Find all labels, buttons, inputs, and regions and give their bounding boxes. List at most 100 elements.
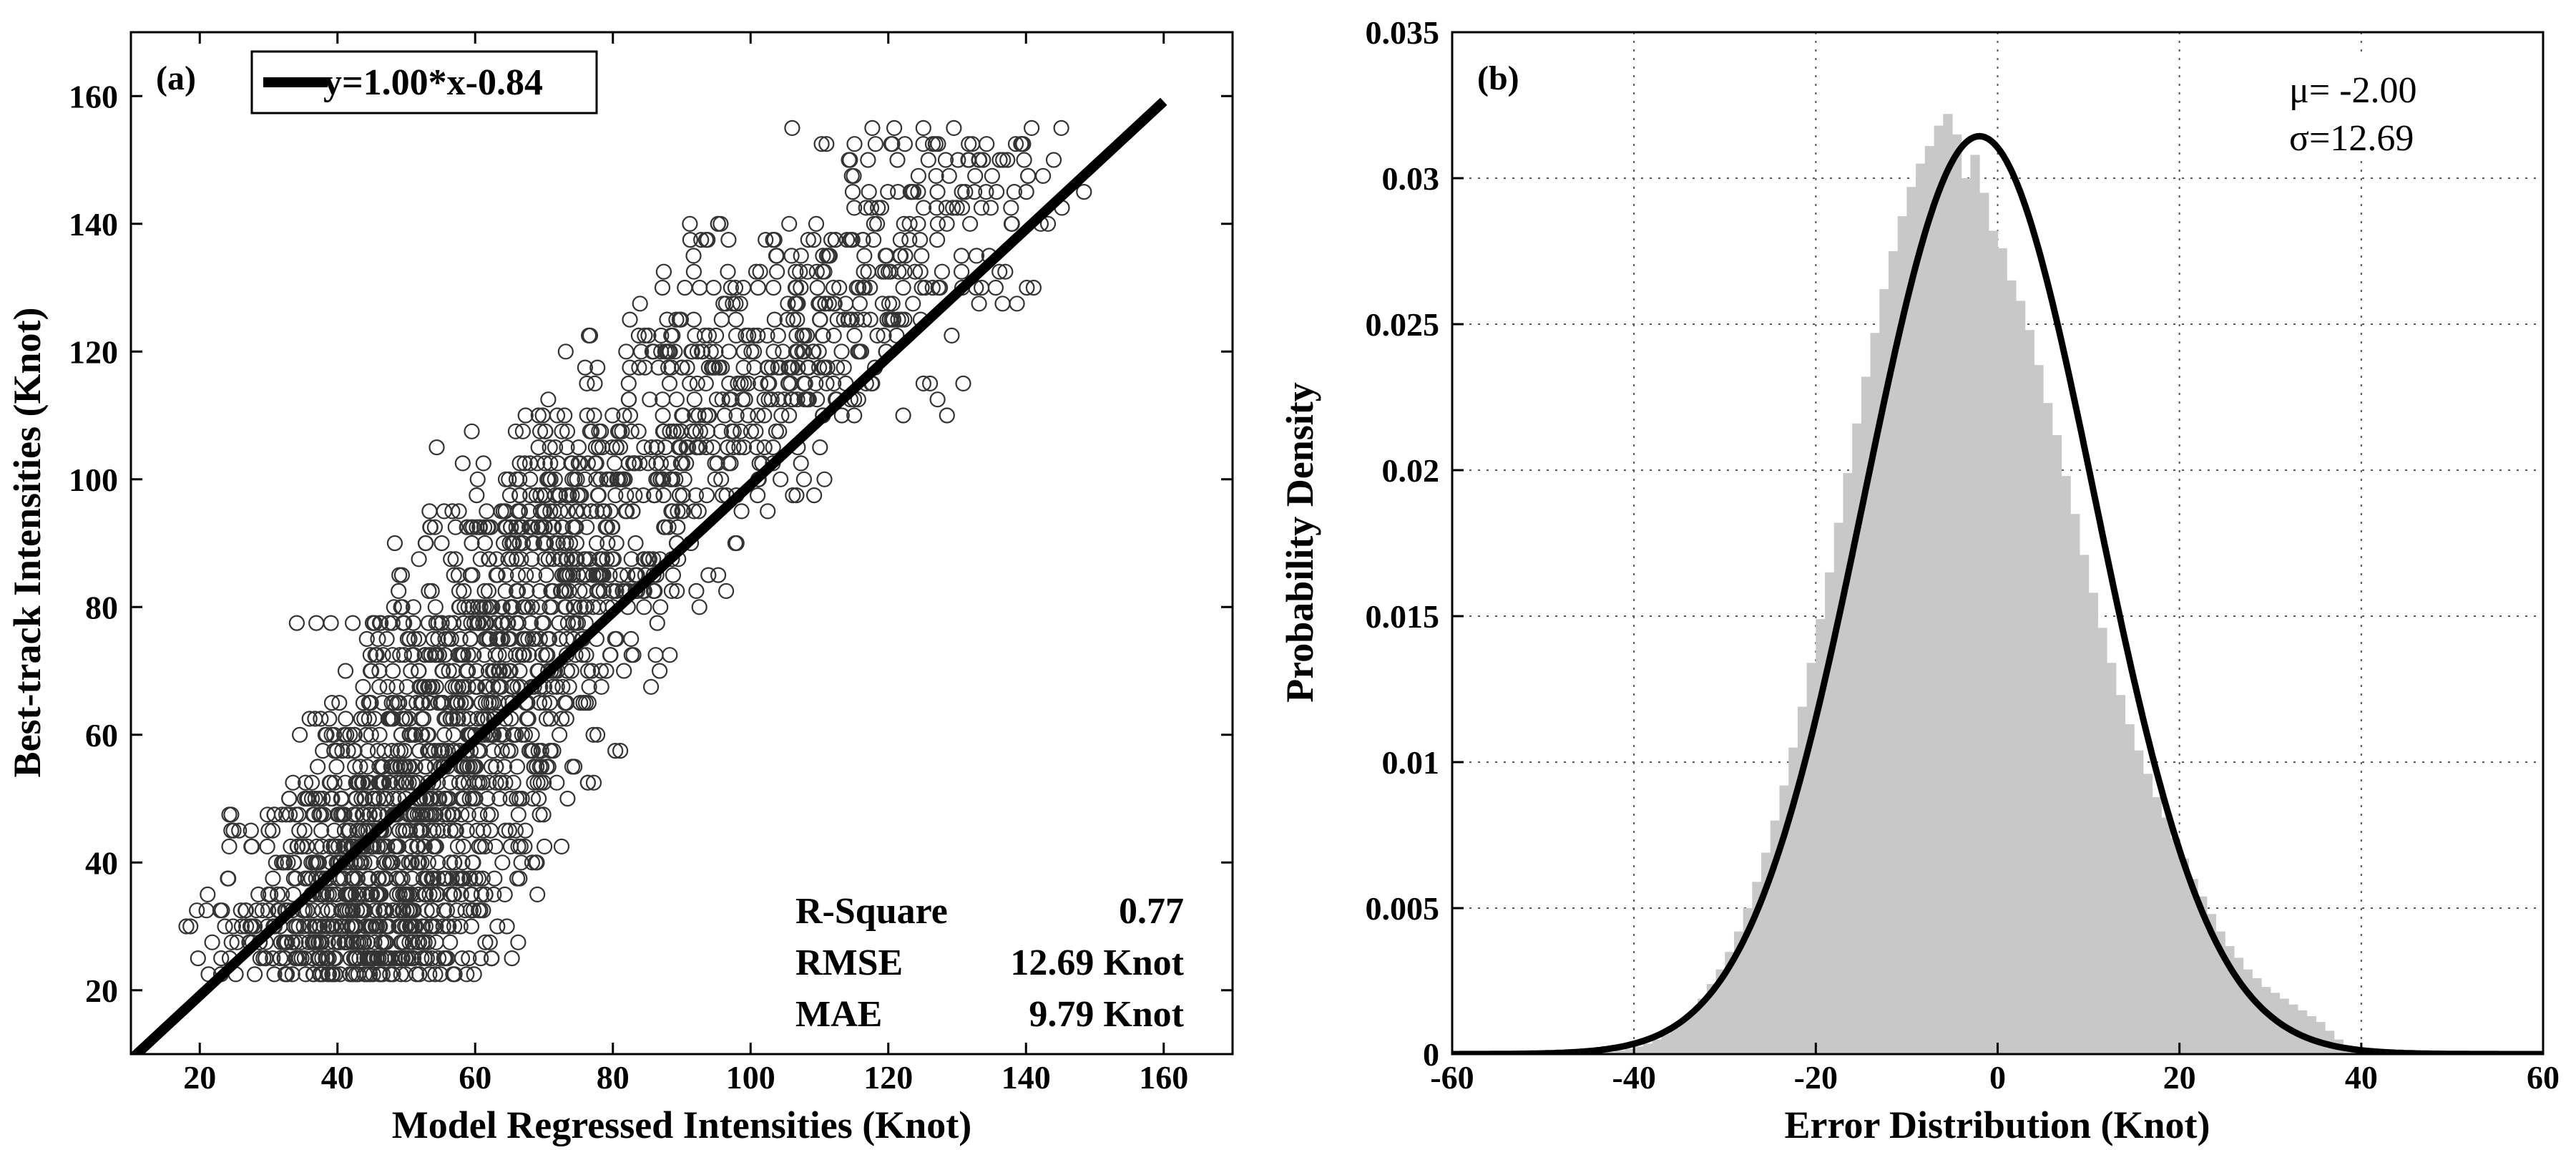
- histogram-bar: [1979, 193, 1989, 1054]
- scatter-point: [446, 918, 463, 935]
- scatter-point: [266, 807, 283, 823]
- scatter-point: [468, 678, 484, 695]
- scatter-point: [567, 599, 583, 615]
- scatter-point: [620, 455, 637, 472]
- scatter-point: [881, 311, 898, 328]
- scatter-point: [880, 263, 897, 280]
- scatter-point: [430, 790, 446, 807]
- scatter-point: [708, 391, 725, 408]
- histogram-bar: [1752, 882, 1762, 1054]
- scatter-point: [288, 950, 304, 967]
- scatter-point: [426, 822, 442, 839]
- scatter-point: [891, 248, 909, 264]
- scatter-point: [975, 152, 991, 168]
- scatter-point: [668, 391, 685, 408]
- scatter-point: [442, 854, 459, 871]
- scatter-point: [779, 311, 795, 328]
- scatter-point: [842, 152, 858, 168]
- scatter-point: [604, 407, 621, 424]
- scatter-point: [524, 551, 540, 567]
- scatter-point: [577, 615, 594, 631]
- scatter-point: [221, 838, 237, 855]
- histogram-bar: [2079, 555, 2090, 1054]
- scatter-point: [182, 918, 199, 935]
- scatter-point: [529, 759, 545, 775]
- scatter-point: [421, 742, 437, 759]
- scatter-point: [391, 822, 408, 839]
- scatter-point: [748, 263, 765, 280]
- histogram-bar: [2306, 1015, 2316, 1054]
- scatter-point: [929, 232, 946, 248]
- histogram-bar: [1924, 146, 1935, 1054]
- scatter-point: [359, 934, 376, 950]
- scatter-point: [750, 279, 766, 296]
- scatter-point: [361, 694, 378, 711]
- scatter-point: [484, 663, 501, 679]
- scatter-point: [750, 407, 766, 424]
- scatter-point: [469, 471, 486, 487]
- scatter-point: [292, 726, 308, 743]
- scatter-point: [334, 742, 351, 759]
- scatter-point: [517, 407, 534, 424]
- scatter-point: [856, 279, 873, 296]
- stat-name-mae: MAE: [795, 994, 882, 1035]
- scatter-point: [425, 870, 442, 887]
- scatter-point: [799, 263, 816, 280]
- scatter-point: [552, 551, 569, 567]
- scatter-point: [471, 774, 488, 791]
- y-tick-label-b: 0.035: [1366, 14, 1440, 51]
- scatter-point: [322, 838, 338, 855]
- scatter-point: [564, 567, 582, 583]
- scatter-point: [790, 359, 806, 376]
- scatter-point: [672, 439, 689, 456]
- histogram-bar: [1715, 969, 1725, 1054]
- y-axis-ticks-a: 20 40 60 80 100 120 140 160: [69, 78, 1233, 1009]
- scatter-point: [530, 439, 547, 456]
- scatter-point: [456, 599, 473, 615]
- scatter-point: [265, 950, 281, 967]
- scatter-point: [689, 343, 706, 360]
- histogram-bar: [1634, 1046, 1644, 1054]
- scatter-point: [459, 966, 475, 983]
- scatter-point: [789, 311, 805, 328]
- scatter-point: [406, 726, 423, 743]
- scatter-point: [766, 311, 783, 328]
- scatter-point: [590, 487, 607, 504]
- scatter-point: [213, 950, 230, 967]
- y-axis-label-b: Probability Density: [1278, 382, 1321, 703]
- scatter-point: [355, 774, 371, 791]
- scatter-point: [554, 567, 571, 583]
- scatter-point: [460, 774, 477, 791]
- scatter-point: [868, 215, 886, 232]
- scatter-point: [403, 838, 420, 855]
- scatter-point: [320, 934, 336, 950]
- scatter-point: [890, 184, 906, 200]
- histogram-bar: [2297, 1010, 2308, 1054]
- histogram-bar: [2206, 914, 2217, 1054]
- scatter-point: [532, 423, 549, 439]
- histogram-bar: [1661, 1033, 1671, 1054]
- scatter-point: [501, 630, 518, 648]
- scatter-point: [655, 263, 672, 280]
- scatter-point: [407, 759, 423, 775]
- scatter-point: [450, 567, 467, 583]
- scatter-point: [846, 136, 863, 152]
- scatter-point: [812, 439, 828, 456]
- scatter-point: [472, 950, 489, 967]
- x-tick-label-b: 60: [2527, 1059, 2560, 1096]
- scatter-point: [428, 918, 444, 935]
- scatter-point: [547, 471, 563, 487]
- scatter-point: [637, 327, 653, 343]
- scatter-point: [568, 519, 584, 535]
- histogram-bar: [1961, 178, 1971, 1054]
- scatter-point: [353, 790, 370, 807]
- stat-value-mae: 9.79 Knot: [1029, 994, 1184, 1035]
- y-tick-label-b: 0.015: [1366, 598, 1440, 635]
- scatter-point: [617, 503, 634, 520]
- scatter-point: [912, 263, 929, 280]
- scatter-point: [759, 327, 775, 343]
- scatter-point: [178, 918, 195, 935]
- scatter-point: [818, 375, 835, 392]
- scatter-point: [657, 343, 673, 360]
